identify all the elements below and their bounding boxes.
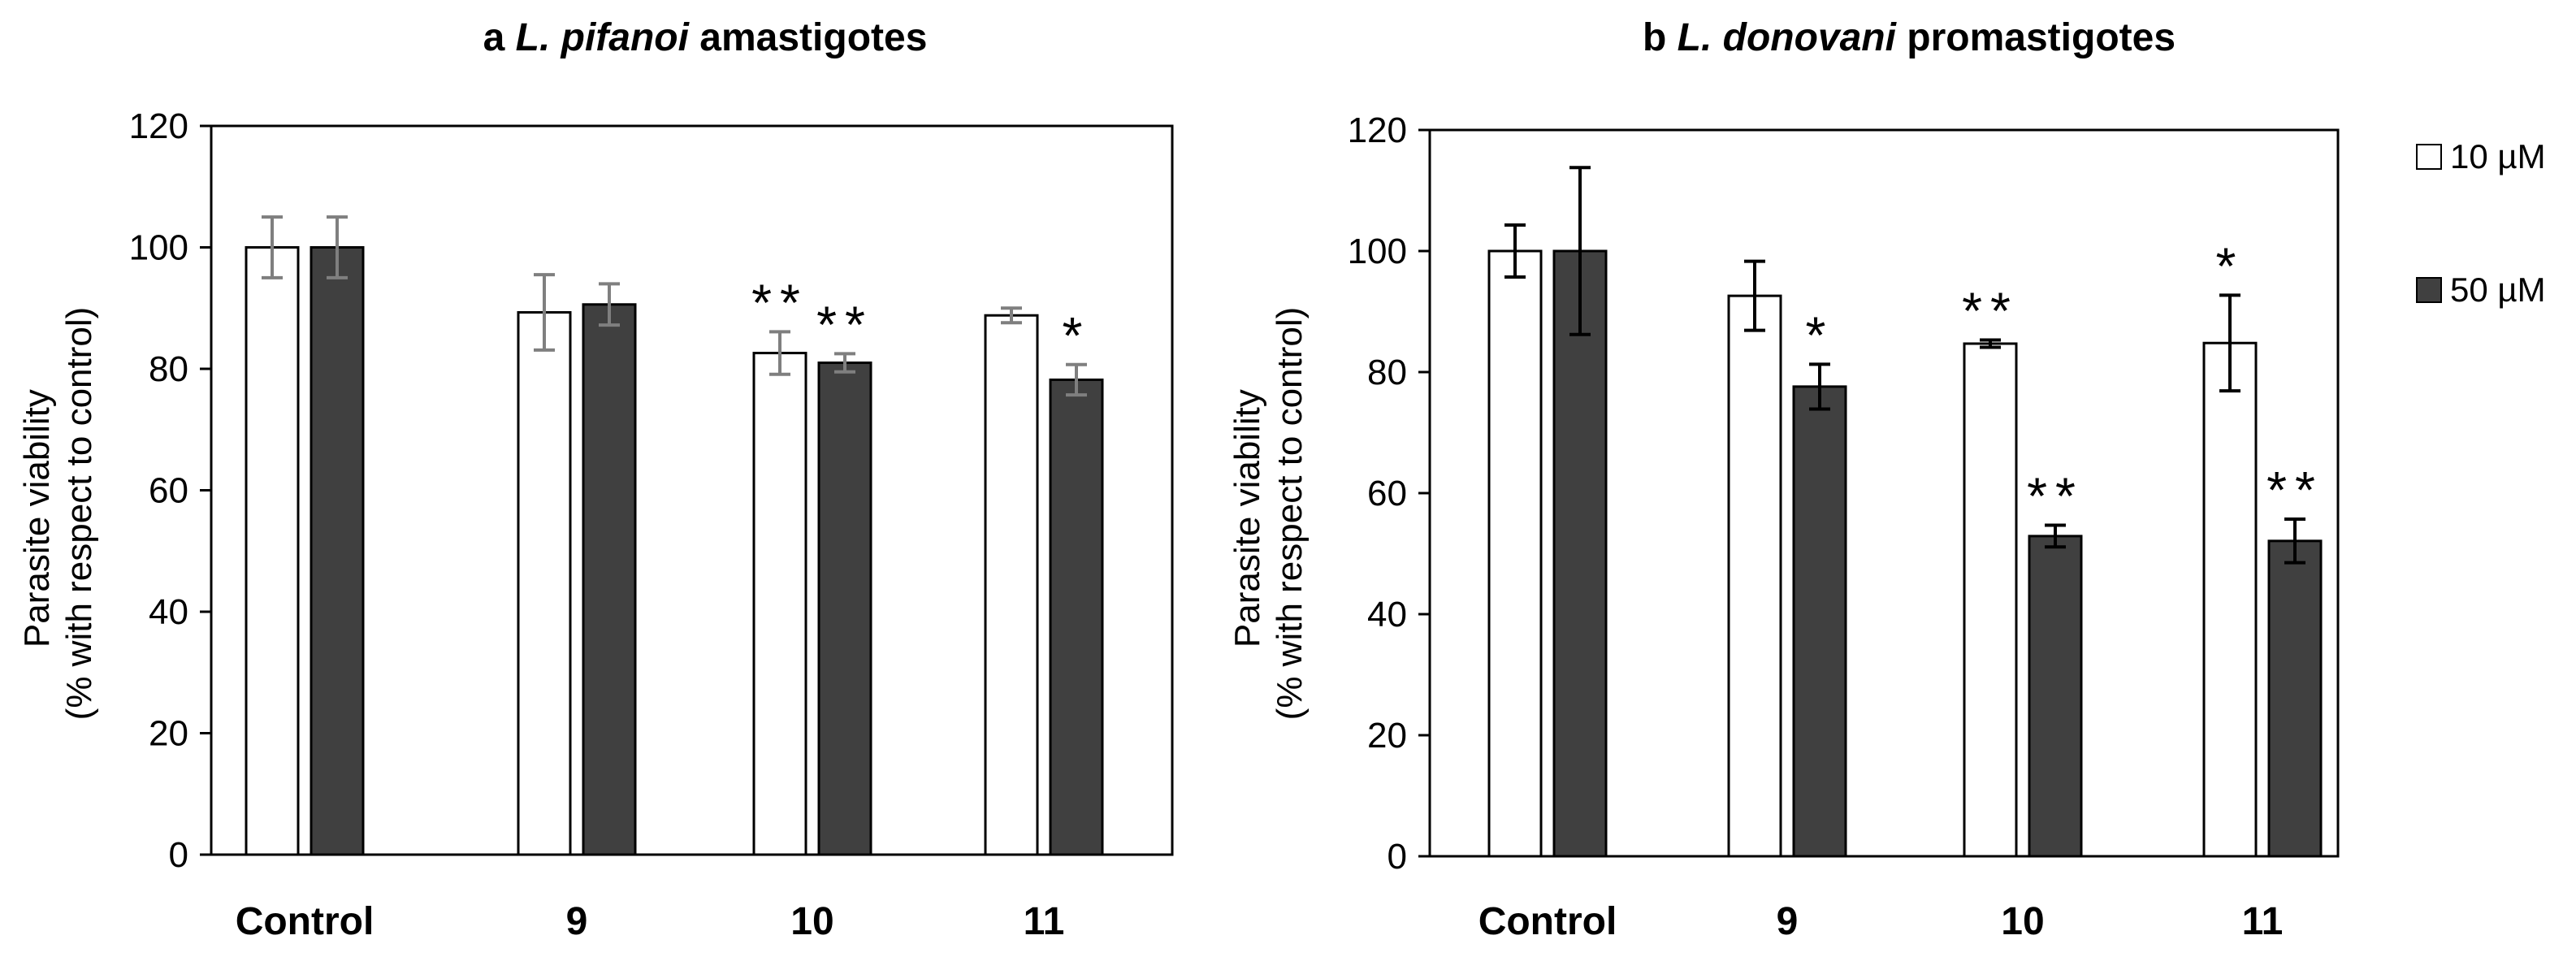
panel-a-errorbar-s1-2	[834, 352, 855, 374]
panel-b-errorbar-s0-2	[1980, 338, 2001, 349]
panel-b-category-label-1: 9	[1777, 900, 1799, 943]
panel-b-ytick-label-3: 60	[1367, 474, 1407, 513]
panel-b-title: b L. donovani promastigotes	[1643, 16, 2176, 59]
panel-b-bar-s1-0	[1552, 249, 1608, 858]
panel-a-bar-s0-3	[984, 314, 1039, 856]
panel-b-ylabel-line2: (% with respect to control)	[1270, 307, 1310, 721]
panel-b-significance-s0-3: *	[2216, 236, 2245, 295]
panel-b-category-label-3: 11	[2242, 900, 2284, 943]
panel-a-ytick-label-3: 60	[149, 471, 188, 511]
panel-b-ytick-label-0: 0	[1388, 837, 1407, 877]
panel-b-errorbar-s1-2	[2045, 523, 2066, 549]
panel-b-errorbar-s0-0	[1504, 223, 1526, 279]
panel-b-category-label-0: Control	[1478, 900, 1617, 943]
panel-b-bars: ****** **	[1487, 166, 2323, 858]
panel-a-bar-s1-2	[817, 362, 872, 856]
panel-a-bars: ** ** *	[245, 215, 1104, 856]
panel-b-errorbar-s0-1	[1744, 259, 1765, 332]
panel-a-ytick-label-2: 40	[149, 592, 188, 632]
panel-b-significance-s1-2: **	[2027, 466, 2084, 525]
panel-b-errorbar-s0-3	[2219, 293, 2240, 393]
legend-swatch-10uM	[2416, 144, 2442, 170]
panel-a-ylabel: Parasite viability (% with respect to co…	[17, 307, 99, 721]
panel-b-bar-s1-2	[2028, 535, 2083, 858]
panel-a-errorbar-s1-0	[327, 215, 348, 279]
panel-a-errorbar-s1-1	[599, 282, 620, 327]
panel-b-title-species: L. donovani	[1666, 16, 1897, 59]
panel-a-y-axis: 0 20 40 60 80 100 120	[129, 106, 211, 875]
panel-a-bar-s1-3	[1049, 378, 1104, 856]
panel-b-bar-s1-3	[2267, 539, 2323, 858]
panel-a-bar-s0-2	[752, 352, 807, 856]
panel-a-category-label-1: 9	[566, 900, 588, 943]
legend-entry-10uM: 10 µM	[2416, 137, 2546, 175]
panel-a-title-species: L. pifanoi	[504, 16, 690, 59]
panel-a-category-label-2: 10	[790, 900, 833, 943]
panel-a-title-rest: amastigotes	[689, 16, 927, 59]
panel-a-errorbar-s0-2	[769, 330, 790, 376]
panel-b-errorbar-s1-1	[1809, 362, 1830, 411]
panel-a-errorbar-s0-1	[534, 273, 555, 352]
panel-a-bar-s0-1	[517, 310, 572, 856]
legend-label-10uM: 10 µM	[2450, 137, 2546, 175]
panel-b-significance-s1-1: *	[1806, 305, 1834, 364]
panel-b-bar-s0-2	[1963, 342, 2018, 858]
panel-b-ytick-label-4: 80	[1367, 353, 1407, 392]
panel-b-bar-s0-1	[1727, 294, 1782, 858]
legend-entry-50uM: 50 µM	[2416, 271, 2546, 309]
panel-a-title: a L. pifanoi amastigotes	[483, 16, 928, 59]
panel-a-errorbar-s0-0	[262, 215, 283, 279]
panel-a-errorbar-s1-3	[1066, 362, 1087, 397]
panel-a-bar-s0-0	[245, 246, 300, 856]
panel-b-title-rest: promastigotes	[1896, 16, 2176, 59]
panel-b-errorbar-s1-3	[2284, 517, 2305, 565]
panel-a-errorbar-s0-3	[1001, 306, 1022, 325]
chart-panel-a: a L. pifanoi amastigotes Parasite viabil…	[17, 16, 1174, 943]
chart-panel-b: b L. donovani promastigotes Parasite via…	[1227, 16, 2340, 943]
legend: 10 µM 50 µM	[2416, 137, 2546, 309]
panel-a-prefix: a	[483, 16, 505, 59]
panel-a-ylabel-line2: (% with respect to control)	[59, 307, 99, 721]
panel-b-errorbar-s1-0	[1569, 166, 1591, 336]
panel-a-x-axis: Control 9 10 11	[236, 900, 1065, 943]
panel-b-ytick-label-1: 20	[1367, 716, 1407, 756]
panel-b-x-axis: Control 9 10 11	[1478, 900, 2284, 943]
panel-a-ytick-label-1: 20	[149, 714, 188, 754]
panel-b-category-label-2: 10	[2001, 900, 2044, 943]
panel-a-significance-s1-2: **	[816, 295, 873, 353]
legend-label-50uM: 50 µM	[2450, 271, 2546, 309]
panel-a-ylabel-line1: Parasite viability	[17, 389, 57, 647]
panel-b-significance-s1-3: **	[2266, 461, 2323, 519]
panel-a-ytick-label-4: 80	[149, 349, 188, 389]
panel-b-ylabel: Parasite viability (% with respect to co…	[1227, 307, 1310, 721]
panel-a-ytick-label-6: 120	[129, 106, 188, 146]
legend-swatch-50uM	[2416, 277, 2442, 303]
panel-a-category-label-3: 11	[1024, 900, 1065, 943]
panel-b-ytick-label-6: 120	[1348, 110, 1407, 150]
panel-b-bar-s1-1	[1792, 385, 1847, 858]
panel-b-ylabel-line1: Parasite viability	[1227, 389, 1267, 647]
panel-a-ytick-label-5: 100	[129, 228, 188, 268]
panel-a-ytick-label-0: 0	[169, 835, 188, 875]
panel-b-bar-s0-0	[1487, 249, 1543, 858]
panel-b-prefix: b	[1643, 16, 1666, 59]
panel-a-significance-s1-3: *	[1063, 306, 1091, 365]
panel-b-ytick-label-5: 100	[1348, 232, 1407, 271]
panel-b-y-axis: 0 20 40 60 80 100 120	[1348, 110, 1430, 877]
panel-a-significance-s0-2: **	[751, 273, 808, 331]
panel-a-category-label-0: Control	[236, 900, 374, 943]
panel-b-ytick-label-2: 40	[1367, 595, 1407, 634]
panel-a-bar-s1-1	[582, 303, 637, 856]
panel-b-significance-s0-2: **	[1962, 282, 2019, 340]
panel-a-bar-s1-0	[310, 246, 365, 856]
panel-b-bar-s0-3	[2202, 341, 2258, 858]
